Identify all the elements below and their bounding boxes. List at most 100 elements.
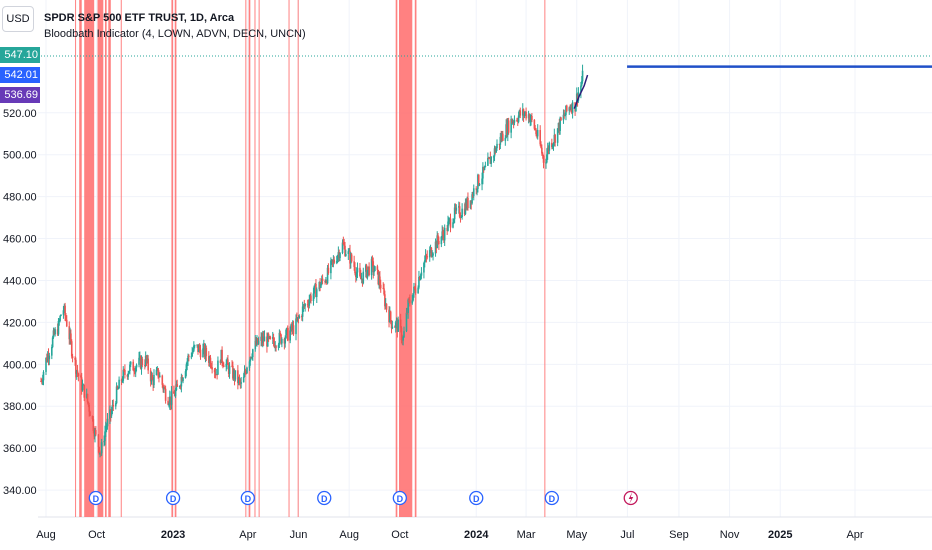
candle-body: [517, 115, 520, 122]
candle-body: [511, 118, 513, 124]
bloodbath-band: [75, 0, 77, 517]
candle-body: [298, 316, 301, 318]
candle-body: [85, 393, 88, 398]
dividend-marker[interactable]: [469, 490, 484, 506]
candle-body: [106, 418, 109, 427]
candle-body: [477, 174, 480, 185]
candle-body: [429, 247, 432, 250]
dividend-marker[interactable]: [392, 490, 407, 506]
currency-button[interactable]: USD: [2, 6, 34, 32]
candle-body: [175, 384, 178, 391]
candle-body: [226, 359, 228, 364]
candle-body: [446, 227, 448, 231]
candle-body: [459, 216, 462, 218]
candle-body: [338, 252, 341, 259]
candle-body: [297, 317, 300, 319]
bloodbath-band: [395, 0, 398, 517]
candle-body: [283, 338, 286, 344]
bloodbath-band: [108, 0, 111, 517]
candle-body: [238, 377, 241, 381]
candle-body: [391, 326, 394, 329]
candle-body: [545, 162, 547, 164]
candle-body: [315, 289, 318, 298]
candle-body: [313, 285, 316, 294]
candle-body: [214, 372, 217, 375]
candle-body: [215, 374, 218, 376]
candle-body: [407, 299, 409, 313]
candle-body: [425, 255, 428, 257]
candle-body: [109, 409, 111, 419]
candle-body: [453, 219, 455, 223]
candle-body: [516, 120, 519, 122]
candle-body: [40, 381, 42, 383]
candle-body: [290, 324, 292, 331]
candle-body: [227, 364, 230, 374]
candle-body: [330, 260, 332, 274]
candle-body: [371, 258, 374, 262]
candle-body: [390, 320, 393, 329]
candle-body: [52, 330, 55, 338]
candle-body: [243, 371, 246, 377]
candle-body: [454, 207, 457, 211]
candle-body: [560, 117, 562, 121]
candle-body: [376, 266, 379, 270]
candle-body: [152, 379, 154, 386]
x-axis[interactable]: Aug Oct 2023 Apr Jun Aug Oct 2024 Mar May Jul Sep No…: [36, 529, 864, 541]
candle-body: [510, 118, 512, 133]
candle-body: [389, 311, 391, 323]
candle-body: [145, 355, 148, 362]
candle-body: [434, 241, 437, 254]
candle-body: [112, 404, 115, 407]
candle-body: [320, 278, 323, 284]
candle-body: [63, 305, 66, 311]
dividend-marker[interactable]: [240, 490, 255, 506]
candle-body: [502, 133, 504, 141]
bloodbath-band: [297, 0, 299, 517]
candle-body: [280, 334, 282, 344]
candle-body: [516, 119, 518, 121]
candle-body: [217, 360, 219, 375]
candle-body: [285, 329, 287, 338]
candle-body: [190, 356, 193, 358]
candle-body: [575, 93, 578, 105]
candle-body: [359, 267, 361, 276]
candle-body: [319, 281, 321, 288]
candle-body: [438, 240, 440, 245]
candle-body: [472, 188, 475, 197]
candle-body: [448, 219, 450, 222]
candle-body: [325, 280, 328, 284]
candle-body: [191, 352, 193, 357]
candle-body: [481, 178, 483, 185]
candle-body: [504, 137, 507, 141]
dividend-marker[interactable]: [317, 490, 332, 506]
candle-body: [47, 354, 50, 360]
candle-body: [252, 349, 254, 358]
candle-body: [576, 93, 579, 101]
dividend-marker[interactable]: [88, 490, 103, 506]
candle-body: [134, 367, 137, 373]
dividend-marker[interactable]: [165, 490, 181, 506]
candle-body: [580, 81, 583, 86]
candle-body: [115, 386, 118, 404]
bloodbath-band: [248, 0, 251, 517]
dividend-marker[interactable]: [544, 490, 559, 506]
candle-body: [109, 409, 112, 416]
candle-body: [127, 373, 130, 377]
candle-body: [430, 247, 433, 257]
candle-body: [89, 411, 91, 417]
candle-body: [74, 358, 76, 360]
candle-body: [260, 336, 262, 341]
candle-body: [249, 357, 252, 362]
candle-body: [441, 231, 443, 237]
candle-body: [476, 188, 478, 190]
candle-body: [86, 393, 89, 402]
candle-body: [272, 337, 275, 343]
candle-body: [320, 283, 322, 288]
bloodbath-band: [84, 0, 95, 517]
bloodbath-band: [414, 0, 417, 517]
candle-body: [228, 365, 231, 374]
candle-body: [225, 363, 228, 367]
candle-body: [399, 319, 402, 328]
candle-body: [42, 371, 45, 381]
